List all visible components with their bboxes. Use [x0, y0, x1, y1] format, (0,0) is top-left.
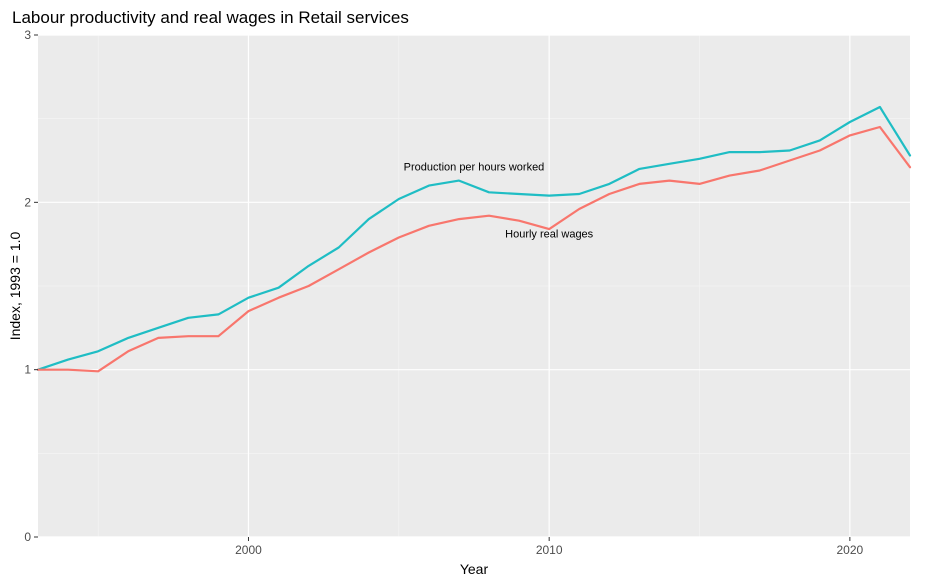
y-axis-title: Index, 1993 = 1.0	[7, 231, 23, 340]
annotation-layer: Production per hours worked Hourly real w…	[404, 162, 594, 241]
x-axis-title: Year	[460, 561, 489, 577]
chart-title: Labour productivity and real wages in Re…	[12, 8, 409, 27]
y-axis: 0 1 2 3	[24, 28, 38, 544]
series-layer	[36, 105, 912, 373]
series-line-1	[36, 105, 912, 371]
minor-gridlines	[38, 35, 910, 537]
x-tick-label: 2010	[536, 543, 563, 557]
y-tick-label: 0	[24, 530, 31, 544]
series-label-1: Production per hours worked	[404, 162, 545, 174]
series-label-2: Hourly real wages	[505, 228, 594, 240]
series-line-2	[36, 125, 912, 373]
major-gridlines	[38, 34, 910, 538]
y-tick-label: 1	[24, 363, 31, 377]
x-tick-label: 2020	[837, 543, 864, 557]
y-tick-label: 2	[24, 195, 31, 209]
x-tick-label: 2000	[235, 543, 262, 557]
y-tick-label: 3	[24, 28, 31, 42]
x-axis: 2000 2010 2020	[235, 537, 864, 557]
